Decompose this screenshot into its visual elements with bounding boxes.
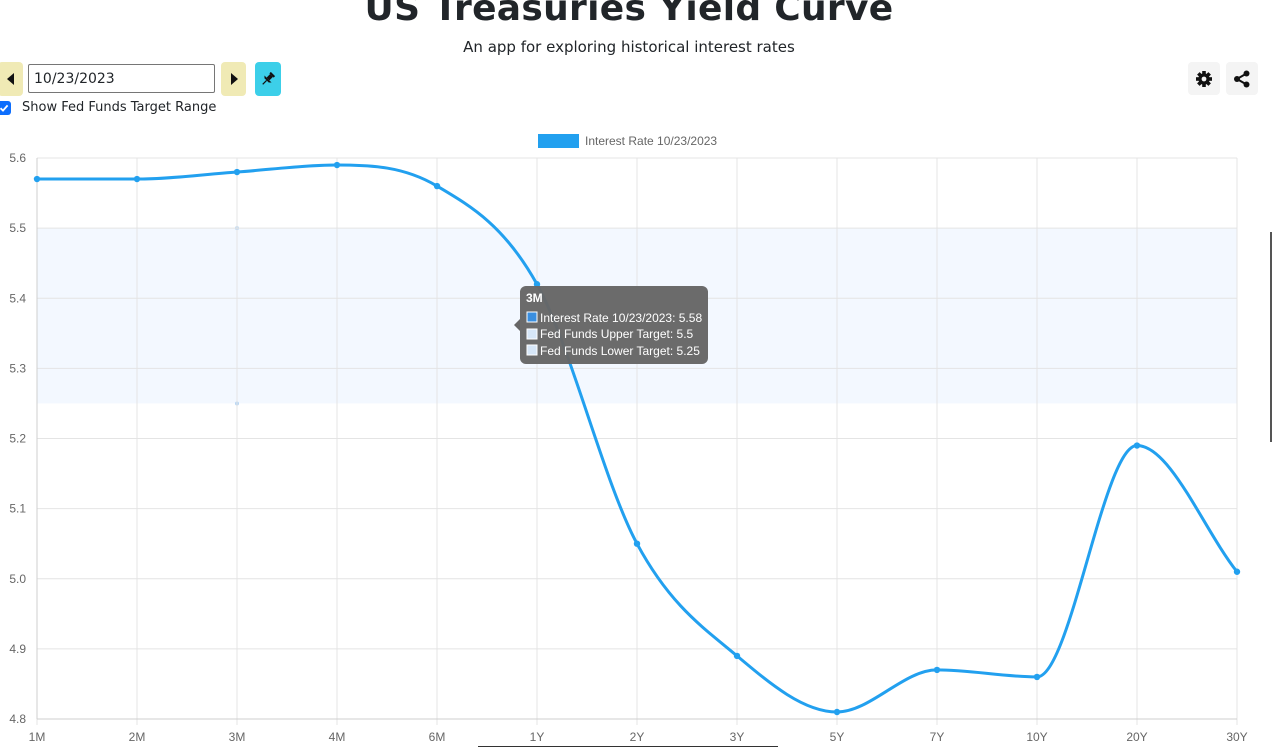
x-tick-label: 1Y xyxy=(530,730,545,744)
data-point-7y[interactable] xyxy=(933,666,941,674)
fed-funds-checkbox-label: Show Fed Funds Target Range xyxy=(22,100,217,115)
data-point-30y[interactable] xyxy=(1233,568,1241,575)
legend-swatch xyxy=(538,134,579,148)
x-tick-label: 5Y xyxy=(830,730,845,744)
page-title: US Treasuries Yield Curve xyxy=(364,0,894,29)
page-subtitle: An app for exploring historical interest… xyxy=(463,38,795,56)
x-tick-label: 4M xyxy=(329,730,346,744)
page-scrollbar[interactable] xyxy=(1270,232,1272,442)
check-icon xyxy=(0,104,9,112)
tooltip-swatch-upper xyxy=(526,328,538,340)
data-point-6m[interactable] xyxy=(433,182,441,190)
x-tick-label: 1M xyxy=(29,730,46,744)
chart-legend[interactable]: Interest Rate 10/23/2023 xyxy=(538,134,717,148)
tooltip-swatch-rate xyxy=(526,311,538,323)
x-tick-label: 3Y xyxy=(730,730,745,744)
interest-rate-line xyxy=(36,163,1239,714)
tooltip-line-upper: Fed Funds Upper Target: 5.5 xyxy=(540,327,694,341)
x-tick-label: 2Y xyxy=(630,730,645,744)
y-tick-label: 5.5 xyxy=(9,221,26,235)
pin-icon xyxy=(262,71,276,85)
y-tick-label: 5.2 xyxy=(9,432,26,446)
previous-date-button[interactable] xyxy=(0,62,23,96)
data-point-4m[interactable] xyxy=(333,161,341,169)
footer-underline xyxy=(478,746,778,747)
data-point-1m[interactable] xyxy=(33,175,41,183)
tooltip-swatch-lower xyxy=(526,344,538,356)
fed-funds-checkbox[interactable] xyxy=(0,100,11,115)
data-point-10y[interactable] xyxy=(1033,673,1041,681)
pin-button[interactable] xyxy=(255,62,281,96)
settings-button[interactable] xyxy=(1188,62,1220,95)
x-tick-label: 10Y xyxy=(1026,730,1047,744)
legend-label: Interest Rate 10/23/2023 xyxy=(585,134,717,148)
y-tick-label: 4.9 xyxy=(9,642,26,656)
y-tick-label: 5.6 xyxy=(9,151,26,165)
x-tick-label: 3M xyxy=(229,730,246,744)
data-point-3y[interactable] xyxy=(733,652,741,660)
y-tick-label: 5.1 xyxy=(9,502,26,516)
y-tick-label: 5.3 xyxy=(9,361,26,375)
x-tick-label: 30Y xyxy=(1226,730,1247,744)
tooltip-caret xyxy=(514,319,520,331)
gear-icon xyxy=(1196,70,1212,87)
y-tick-label: 4.8 xyxy=(9,712,26,726)
x-tick-label: 6M xyxy=(429,730,446,744)
tooltip-line-rate: Interest Rate 10/23/2023: 5.58 xyxy=(540,311,702,325)
x-tick-label: 2M xyxy=(129,730,146,744)
data-point-2y[interactable] xyxy=(633,540,641,547)
x-tick-label: 7Y xyxy=(930,730,945,744)
tooltip-line-lower: Fed Funds Lower Target: 5.25 xyxy=(540,344,700,358)
chart-tooltip: 3M Interest Rate 10/23/2023: 5.58 Fed Fu… xyxy=(514,286,708,364)
x-tick-label: 20Y xyxy=(1126,730,1147,744)
tooltip-box xyxy=(520,286,708,364)
date-input[interactable] xyxy=(28,64,215,93)
data-point-20y[interactable] xyxy=(1133,442,1141,449)
tooltip-title: 3M xyxy=(526,291,543,305)
data-point-1y[interactable] xyxy=(533,281,541,288)
caret-left-icon xyxy=(6,73,14,85)
next-date-button[interactable] xyxy=(221,62,246,96)
data-point-3m[interactable] xyxy=(233,168,241,176)
data-point-2m[interactable] xyxy=(133,175,141,183)
fed-funds-toggle[interactable]: Show Fed Funds Target Range xyxy=(0,100,216,115)
y-tick-label: 5.4 xyxy=(9,291,26,305)
caret-right-icon xyxy=(230,73,238,85)
data-point-5y[interactable] xyxy=(833,708,841,716)
y-tick-label: 5.0 xyxy=(9,572,26,586)
share-icon xyxy=(1234,70,1250,87)
share-button[interactable] xyxy=(1226,62,1258,95)
